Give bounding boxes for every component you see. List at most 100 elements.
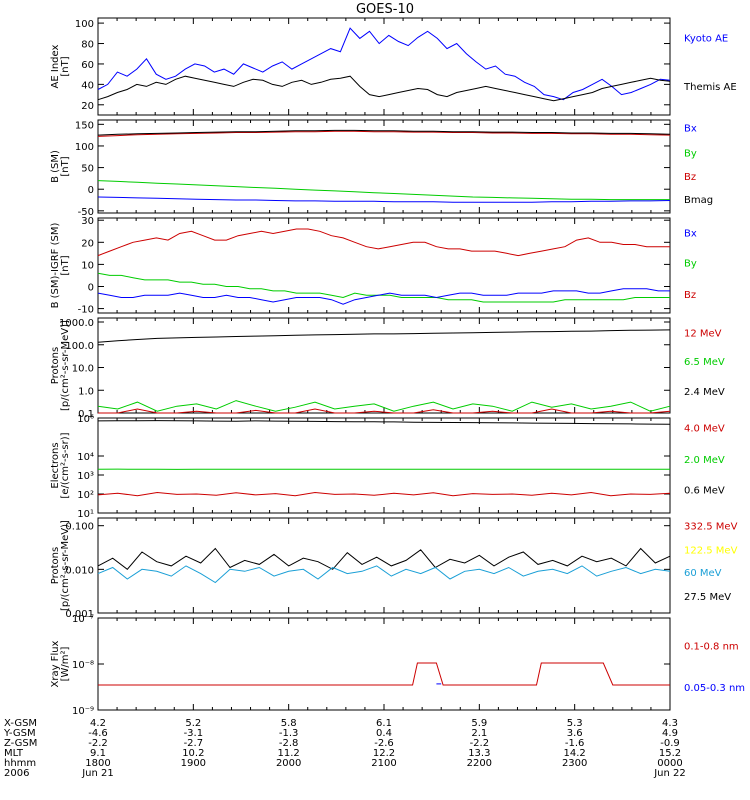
- y-tick-label: 10³: [77, 471, 94, 482]
- y-tick-label: 0: [88, 282, 94, 293]
- x-row-value: Jun 22: [653, 768, 686, 779]
- x-row-value: 15.2: [659, 748, 681, 759]
- x-row-value: -1.3: [279, 728, 299, 739]
- x-row-value: 1900: [181, 758, 206, 769]
- legend-entry: 0.6 MeV: [684, 485, 725, 496]
- series-line-60-mev: [97, 565, 671, 584]
- legend-entry: 60 MeV: [684, 568, 722, 579]
- x-row-value: 13.3: [468, 748, 490, 759]
- legend-entry: Bx: [684, 228, 697, 239]
- y-tick-label: 0.1: [78, 409, 94, 420]
- y-tick-label: 50: [81, 164, 94, 175]
- legend-entry: 6.5 MeV: [684, 357, 725, 368]
- y-axis-label: AE Index: [50, 44, 61, 88]
- x-row-label: Z-GSM: [4, 738, 37, 749]
- y-tick-label: 0.001: [65, 609, 94, 620]
- series-line-bz: [97, 130, 671, 137]
- legend-entry: Themis AE: [683, 82, 737, 93]
- x-row-value: -0.9: [660, 738, 680, 749]
- x-axis-table: X-GSM 4.2 5.2 5.8 6.1 5.9 5.3 4.3Y-GSM -4.6 -3.1-…: [3, 718, 686, 779]
- series-line-bx: [97, 288, 670, 305]
- y-tick-label: 100.0: [65, 341, 94, 352]
- x-row-value: Jun 21: [81, 768, 114, 779]
- x-row-value: 5.2: [185, 718, 201, 729]
- series-line-kyoto-ae: [97, 27, 671, 101]
- legend-entry: By: [684, 259, 697, 270]
- x-row-label: hhmm: [4, 758, 36, 769]
- panel-electrons: 10⁶ 10⁴ 10³ 10² 10¹ Electrons [e/(cm²-s-sr)] 4.…: [50, 414, 725, 520]
- legend-entry: 0.1-0.8 nm: [684, 642, 739, 653]
- y-tick-label: 40: [81, 80, 94, 91]
- series-line-27-5-mev: [97, 547, 671, 570]
- y-axis-label: [p/(cm²-s-sr-MeV)]: [60, 320, 71, 411]
- y-tick-label: 60: [81, 60, 94, 71]
- y-tick-label: 10: [81, 260, 94, 271]
- panel-ae: 20 40 60 80 100 AE Index [nT] Kyoto AE Themis AE: [50, 17, 737, 116]
- legend-entry: Bz: [684, 172, 696, 183]
- y-tick-label: 0.100: [65, 522, 94, 533]
- y-axis-label: Xray Flux: [50, 640, 61, 687]
- panel-frame: [97, 317, 671, 414]
- x-row-value: 6.1: [376, 718, 392, 729]
- y-tick-label: 10⁻⁸: [72, 660, 94, 671]
- y-tick-label: 0.010: [65, 565, 94, 576]
- series-line-0-1-0-8-nm: [98, 662, 670, 686]
- x-row-value: 11.2: [278, 748, 300, 759]
- y-axis-label: [W/m²]: [60, 646, 71, 681]
- x-row-label: 2006: [4, 768, 29, 779]
- legend-entry: 2.0 MeV: [684, 455, 725, 466]
- series-line-by: [97, 272, 670, 303]
- x-row-value: -2.7: [184, 738, 204, 749]
- x-row-value: 2.1: [471, 728, 487, 739]
- legend-entry: 27.5 MeV: [684, 592, 731, 603]
- series-line-0-6-mev: [97, 420, 671, 425]
- x-row-value: 0.4: [376, 728, 392, 739]
- series-line-bx: [97, 196, 671, 203]
- y-axis-label: B (SM): [50, 150, 61, 183]
- y-axis-label: Protons: [50, 547, 61, 584]
- y-axis-label: [p/(cm²-s-sr-MeV)]: [60, 520, 71, 611]
- y-tick-label: 30: [81, 216, 94, 227]
- panel-bigrf: 30 20 10 0 -10 B (SM)-IGRF (SM) [nT] Bx By Bz: [50, 216, 697, 315]
- legend-entry: By: [684, 149, 697, 160]
- panel-frame: [97, 617, 671, 711]
- y-tick-label: -10: [78, 305, 94, 316]
- legend-entry: Bz: [684, 290, 696, 301]
- panel-bsm: 150 100 50 0 -50 B (SM) [nT] Bx By Bz Bmag: [50, 119, 713, 218]
- x-row-value: 2100: [371, 758, 396, 769]
- y-tick-label: 100: [75, 19, 94, 30]
- x-row-value: 9.1: [90, 748, 106, 759]
- legend-entry: Bmag: [684, 195, 713, 206]
- series-line-2-4-mev: [97, 329, 671, 343]
- x-row-value: -3.1: [184, 728, 204, 739]
- x-row-value: 4.3: [662, 718, 678, 729]
- legend-entry: 122.5 MeV: [684, 545, 738, 556]
- legend-entry: 4.0 MeV: [684, 424, 725, 435]
- panel-hiprotons: 0.100 0.010 0.001 Protons [p/(cm²-s-sr-MeV)]…: [50, 517, 738, 620]
- y-tick-label: 100: [75, 142, 94, 153]
- series-line-by: [97, 180, 670, 201]
- x-row-value: 1800: [85, 758, 110, 769]
- series-line-bmag: [97, 129, 671, 136]
- y-tick-label: 10⁴: [77, 452, 94, 463]
- y-axis-label: [nT]: [60, 255, 71, 275]
- panel-frame: [97, 17, 671, 116]
- panel-xray: 10⁻⁷ 10⁻⁸ 10⁻⁹ Xray Flux [W/m²] 0.1-0.8 nm 0.0…: [50, 614, 745, 717]
- x-row-value: 2300: [562, 758, 587, 769]
- y-tick-label: 10⁶: [77, 414, 94, 425]
- panel-frame: [97, 517, 671, 614]
- y-tick-label: 10¹: [77, 509, 94, 520]
- y-tick-label: 20: [81, 238, 94, 249]
- x-row-value: 5.8: [281, 718, 297, 729]
- x-row-value: -2.2: [470, 738, 490, 749]
- y-tick-label: 10⁻⁷: [72, 614, 94, 625]
- x-row-value: -2.2: [88, 738, 108, 749]
- series-line-themis-ae: [97, 75, 671, 102]
- y-tick-label: 10.0: [72, 364, 94, 375]
- legend-entry: Kyoto AE: [684, 33, 728, 44]
- y-axis-label: Protons: [50, 347, 61, 384]
- y-axis-label: [e/(cm²-s-sr)]: [60, 432, 71, 498]
- series-line-4-0-mev: [97, 491, 671, 497]
